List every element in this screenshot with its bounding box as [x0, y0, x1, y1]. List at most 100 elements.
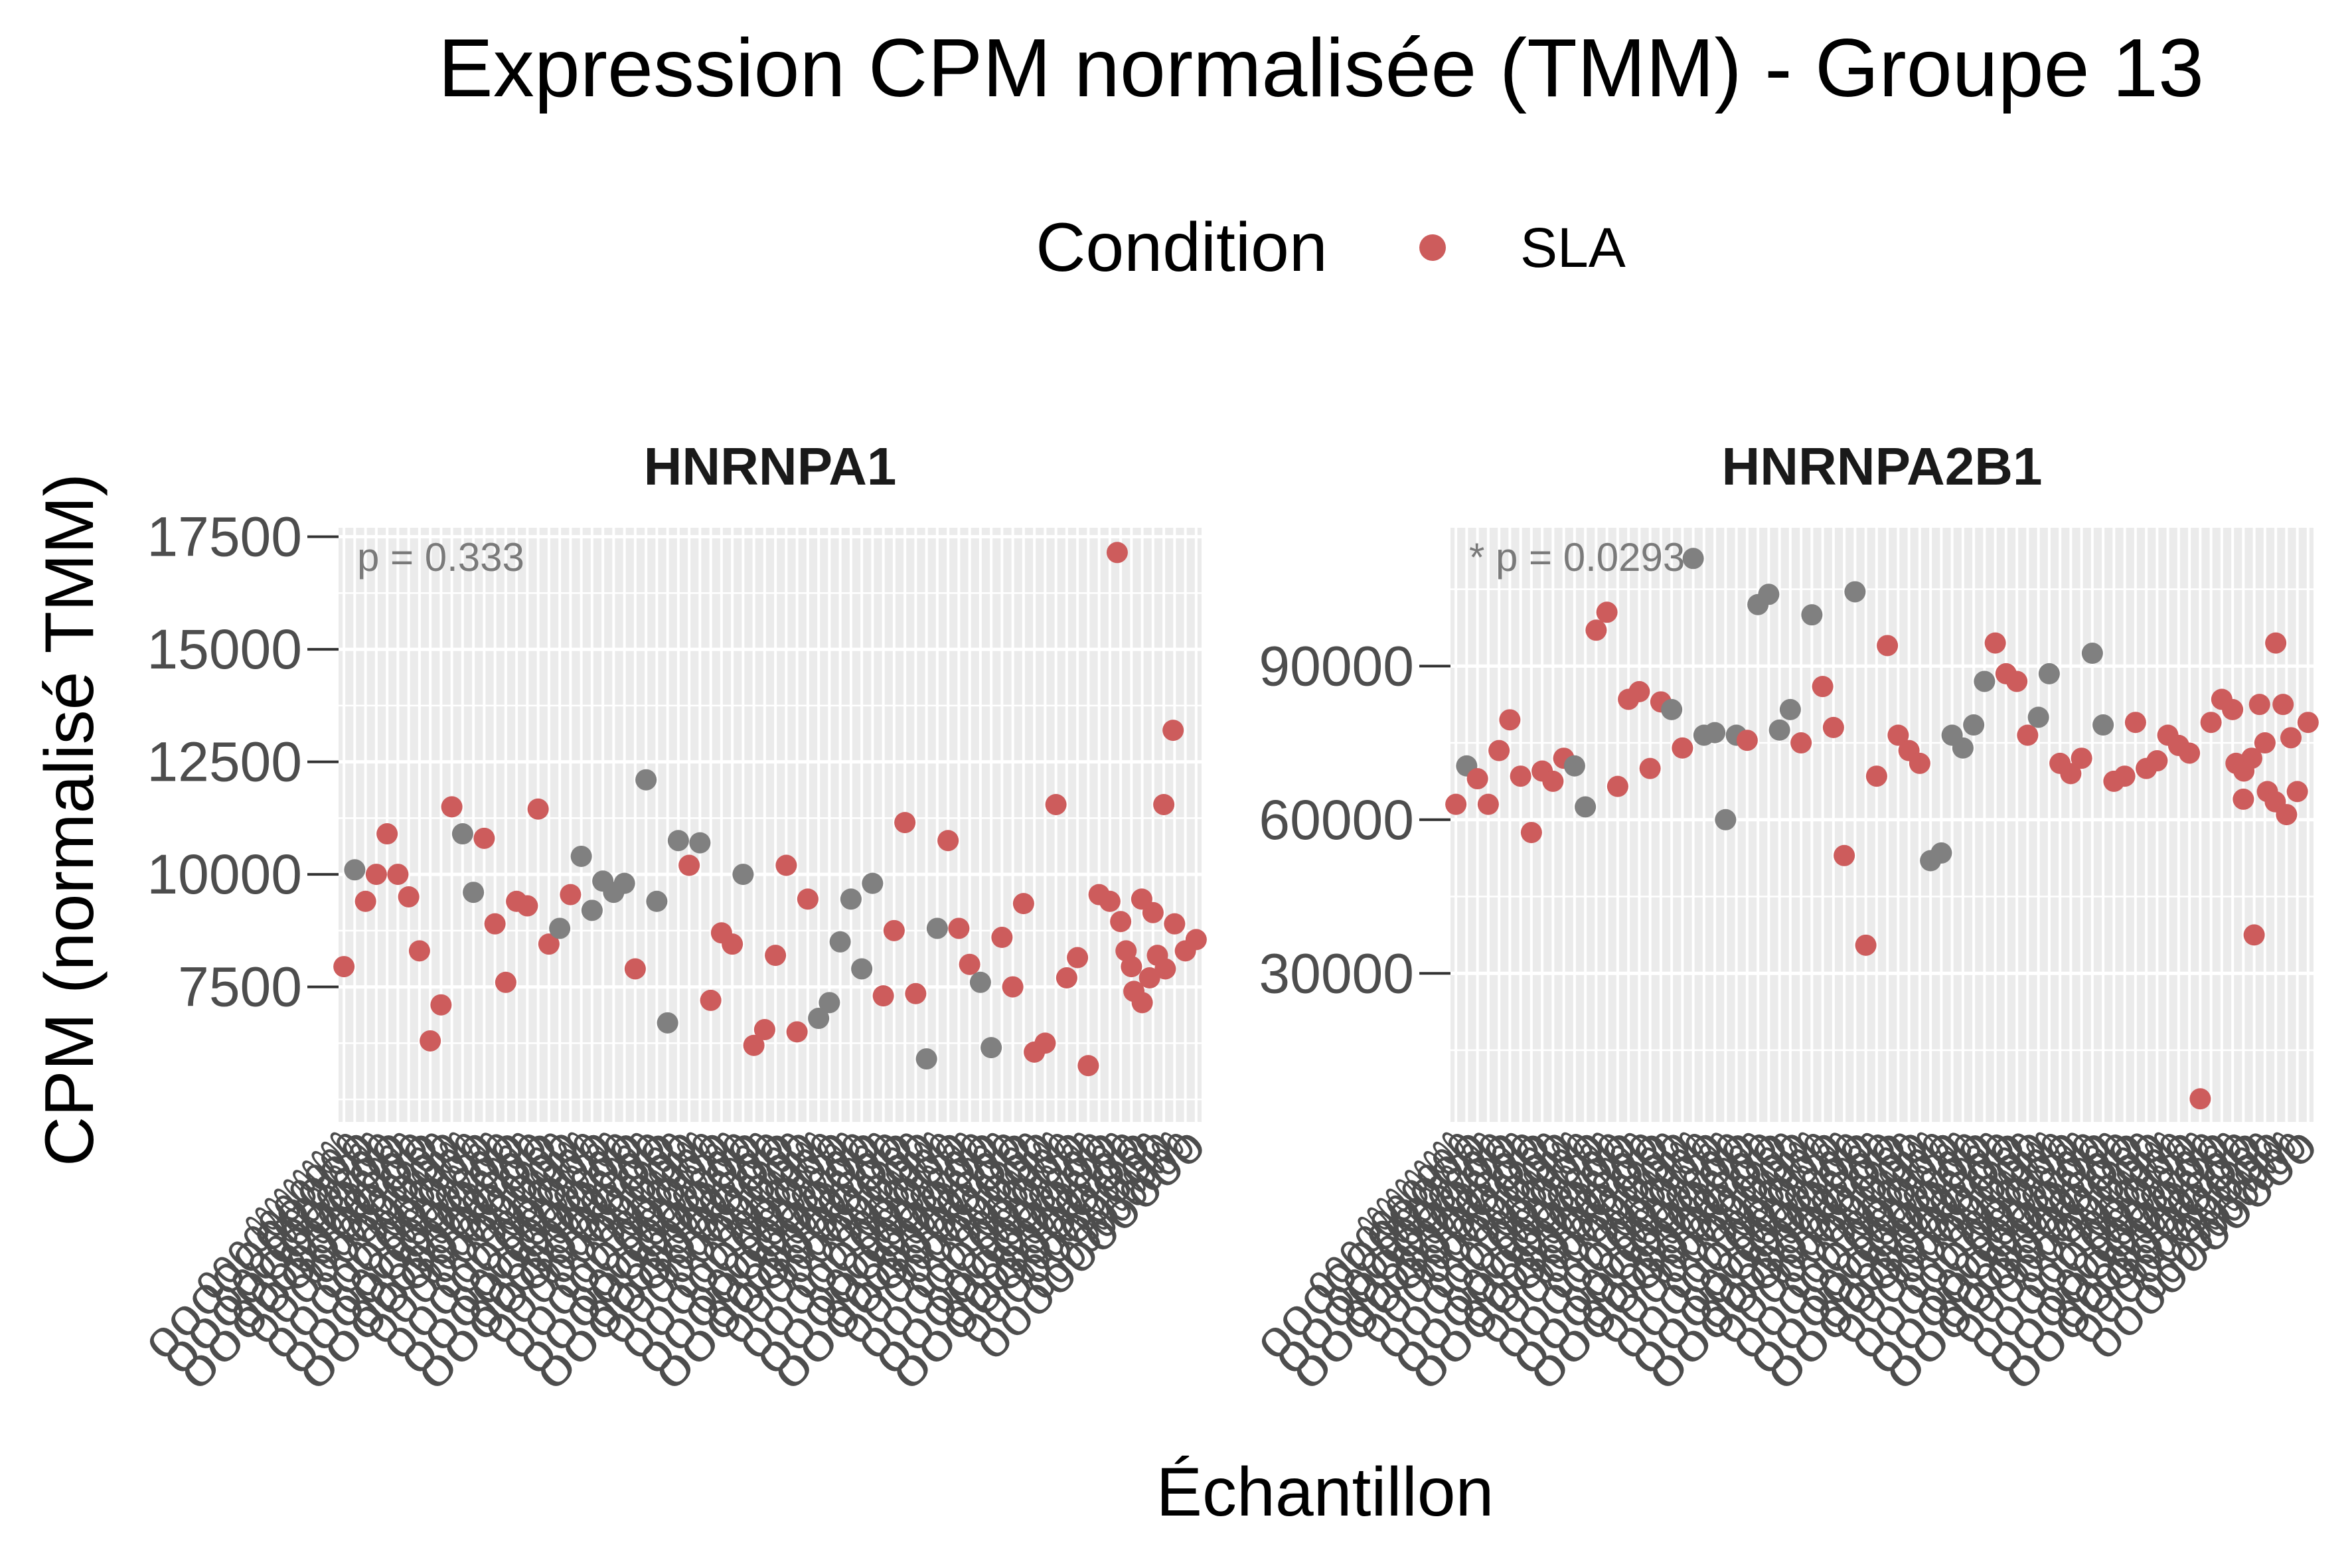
data-point	[2222, 698, 2244, 720]
data-point	[1445, 793, 1467, 815]
y-tick-label: 10000	[147, 843, 302, 905]
data-point	[398, 886, 420, 907]
data-point	[1596, 601, 1618, 623]
data-point	[2240, 747, 2262, 769]
data-point	[1963, 714, 1985, 736]
data-point	[570, 845, 592, 867]
data-point	[1682, 548, 1704, 570]
data-point	[1974, 670, 1996, 692]
data-point	[473, 827, 495, 849]
data-point	[700, 989, 722, 1011]
data-point	[495, 971, 516, 993]
chart-title: Expression CPM normalisée (TMM) - Groupe…	[438, 23, 2204, 114]
data-point	[1952, 737, 1974, 759]
data-point	[613, 872, 635, 894]
data-point	[1909, 752, 1930, 774]
data-point	[560, 884, 582, 905]
data-point	[2243, 924, 2265, 946]
data-point	[430, 994, 452, 1016]
data-point	[722, 933, 744, 955]
data-point	[1715, 809, 1737, 830]
data-point	[1154, 958, 1176, 980]
legend-label-sla: SLA	[1520, 216, 1626, 279]
data-point	[1877, 635, 1899, 657]
data-point	[1930, 842, 1952, 864]
y-tick-label: 17500	[147, 506, 302, 568]
data-point	[2248, 694, 2270, 716]
facet-strip-label: HNRNPA2B1	[1721, 437, 2042, 496]
data-point	[2265, 632, 2287, 654]
data-point	[1045, 793, 1067, 815]
data-point	[969, 971, 991, 993]
data-point	[538, 933, 560, 955]
data-point	[808, 1008, 830, 1030]
data-point	[1834, 844, 1855, 866]
data-point	[1185, 929, 1207, 951]
data-point	[1164, 913, 1186, 935]
data-point	[1887, 724, 1909, 746]
data-point	[2038, 663, 2060, 684]
data-point	[2254, 732, 2276, 754]
data-point	[2071, 747, 2092, 769]
data-point	[1466, 768, 1488, 790]
data-point	[1855, 934, 1877, 956]
data-point	[1758, 584, 1780, 605]
data-point	[516, 895, 538, 917]
data-point	[365, 864, 387, 886]
data-point	[1768, 719, 1790, 741]
data-point	[463, 882, 485, 903]
data-point	[1628, 680, 1650, 702]
data-point	[937, 830, 959, 852]
data-point	[484, 913, 506, 935]
data-point	[1520, 822, 1542, 844]
data-point	[765, 945, 787, 967]
data-point	[689, 832, 711, 854]
panel-background	[1450, 528, 2313, 1122]
data-point	[1138, 967, 1160, 989]
data-point	[840, 888, 862, 910]
data-point	[646, 890, 668, 912]
data-point	[1563, 755, 1585, 777]
data-point	[1115, 940, 1137, 962]
data-point	[2272, 694, 2294, 716]
y-tick-label: 15000	[147, 618, 302, 680]
data-point	[1131, 888, 1152, 910]
data-point	[657, 1012, 678, 1034]
data-point	[2200, 712, 2222, 734]
y-axis-title: CPM (normalisé TMM)	[31, 473, 108, 1166]
data-point	[743, 1034, 765, 1056]
data-point	[1585, 619, 1607, 641]
facet-panel-hnrnpa1: 7500 10000 12500 15000 17500 HNRNPA1 p = 0.333…	[138, 437, 1214, 1399]
data-point	[1984, 632, 2006, 654]
legend-title: Condition	[1036, 209, 1327, 286]
data-point	[862, 872, 884, 894]
data-point	[1661, 698, 1683, 720]
data-point	[1056, 967, 1077, 989]
data-point	[1672, 737, 1693, 759]
y-tick-label: 7500	[178, 956, 302, 1018]
data-point	[1607, 775, 1628, 797]
data-point	[2297, 712, 2319, 734]
data-point	[441, 796, 463, 818]
data-point	[2006, 670, 2028, 692]
data-point	[344, 859, 366, 881]
data-point	[527, 798, 549, 820]
data-point	[851, 958, 873, 980]
data-point	[872, 985, 894, 1007]
data-point	[775, 854, 797, 876]
legend-key-sla	[1419, 234, 1446, 261]
data-point	[797, 888, 819, 910]
data-point	[2286, 781, 2308, 803]
data-point	[1153, 793, 1175, 815]
data-point	[1736, 730, 1758, 751]
data-point	[905, 982, 927, 1004]
data-point	[1123, 980, 1145, 1002]
data-point	[2027, 706, 2049, 728]
data-point	[1639, 757, 1661, 779]
data-point	[635, 769, 657, 791]
data-point	[1542, 770, 1564, 792]
data-point	[1162, 720, 1184, 742]
data-point	[2060, 763, 2082, 785]
data-point	[549, 917, 571, 939]
data-point	[1779, 698, 1801, 720]
